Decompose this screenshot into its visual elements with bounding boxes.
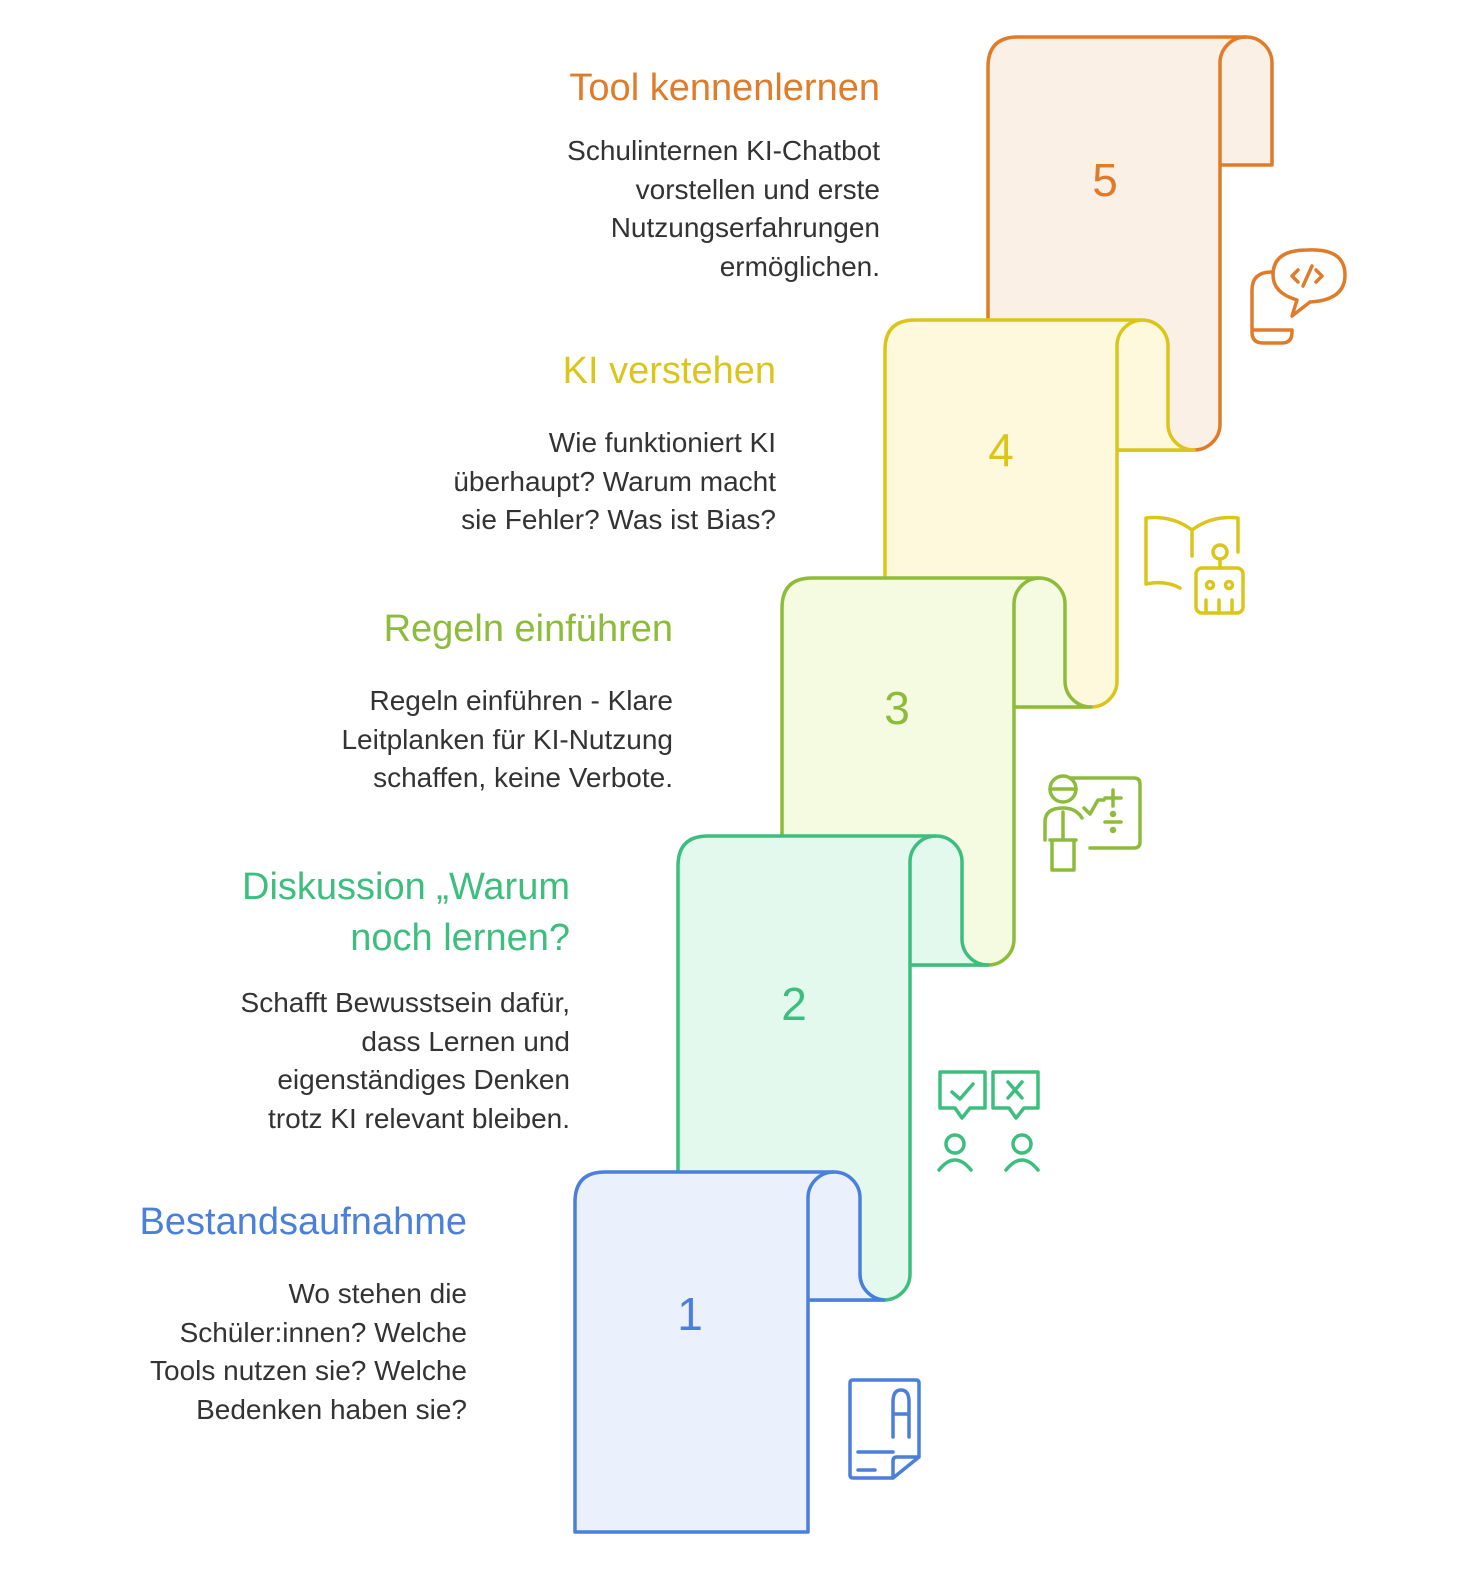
desc-line: Regeln einführen - Klare [369, 685, 673, 716]
step-4-text: KI verstehen Wie funktioniert KI überhau… [453, 346, 776, 540]
desc-line: Schulinternen KI-Chatbot [567, 135, 880, 166]
step-3-text: Regeln einführen Regeln einführen - Klar… [341, 604, 673, 798]
desc-line: überhaupt? Warum macht [453, 465, 776, 497]
desc-line: Schüler:innen? Welche [179, 1316, 467, 1348]
desc-line: schaffen, keine Verbote. [373, 762, 673, 794]
title-line: Diskussion „Warum [242, 866, 570, 908]
desc-line: Wo stehen die [288, 1278, 468, 1309]
step-number-1: 1 [677, 1288, 703, 1340]
desc-line: sie Fehler? Was ist Bias? [461, 504, 776, 536]
document-letter-icon [848, 1378, 921, 1480]
step-number-5: 5 [1092, 154, 1118, 206]
step-number-4: 4 [988, 424, 1014, 476]
desc-line: Bedenken haben sie? [196, 1394, 467, 1426]
step-1-text: Bestandsaufnahme Wo stehen die Schüler:i… [140, 1197, 467, 1430]
title-line: noch lernen? [350, 917, 570, 959]
step-5-description: Schulinternen KI-Chatbot vorstellen und … [567, 132, 880, 287]
debate-people-icon [937, 1070, 1040, 1172]
desc-line: dass Lernen und [361, 1025, 570, 1057]
step-4-title: KI verstehen [562, 350, 776, 392]
desc-line: trotz KI relevant bleiben. [268, 1103, 570, 1135]
step-number-2: 2 [781, 978, 807, 1030]
teacher-board-icon [1043, 774, 1142, 872]
step-3-title: Regeln einführen [383, 608, 673, 650]
step-number-3: 3 [884, 682, 910, 734]
desc-line: Leitplanken für KI-Nutzung [341, 723, 673, 755]
book-robot-icon [1144, 515, 1245, 615]
desc-line: eigenständiges Denken [277, 1064, 570, 1096]
step-2-description: Schafft Bewusstsein dafür, dass Lernen u… [241, 984, 570, 1139]
step-5-title: Tool kennenlernen [569, 67, 880, 109]
step-3-description: Regeln einführen - Klare Leitplanken für… [341, 682, 673, 798]
desc-line: ermöglichen. [719, 251, 880, 283]
desc-line: Schafft Bewusstsein dafür, [240, 987, 570, 1018]
desc-line: Nutzungserfahrungen [610, 212, 880, 244]
step-2-title: Diskussion „Warum noch lernen? [241, 862, 570, 964]
step-2-text: Diskussion „Warum noch lernen? Schafft B… [241, 862, 570, 1139]
scroll-step-1: 1 [573, 1170, 886, 1534]
step-5-text: Tool kennenlernen Schulinternen KI-Chatb… [567, 63, 880, 287]
step-1-description: Wo stehen die Schüler:innen? Welche Tool… [140, 1275, 467, 1430]
desc-line: Tools nutzen sie? Welche [150, 1355, 467, 1387]
device-code-chat-icon [1250, 248, 1347, 345]
desc-line: vorstellen und erste [635, 173, 880, 205]
step-4-description: Wie funktioniert KI überhaupt? Warum mac… [453, 424, 776, 540]
desc-line: Wie funktioniert KI [548, 427, 776, 458]
step-1-title: Bestandsaufnahme [139, 1201, 467, 1243]
